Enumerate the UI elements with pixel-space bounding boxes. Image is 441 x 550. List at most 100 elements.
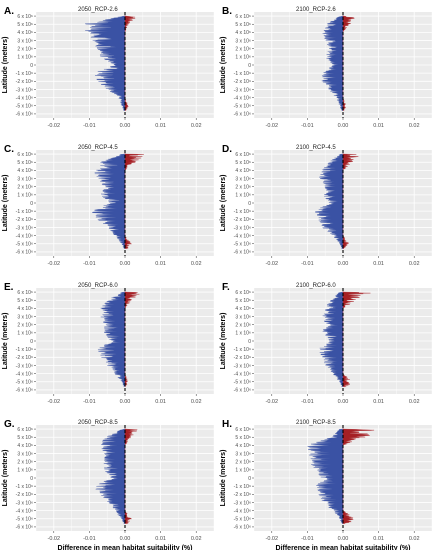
x-tick-label: 0.02 bbox=[191, 261, 202, 267]
y-tick-label: -4 x 10⁶ bbox=[234, 233, 251, 239]
y-tick-label: -2 x 10⁶ bbox=[16, 217, 33, 223]
y-tick-label: 0 bbox=[30, 476, 33, 482]
panel-letter: G. bbox=[4, 419, 15, 430]
x-tick-label: -0.01 bbox=[83, 536, 96, 542]
y-tick-label: -5 x 10⁶ bbox=[16, 380, 33, 386]
negative-difference-area bbox=[97, 291, 126, 387]
y-tick-label: -1 x 10⁶ bbox=[234, 484, 251, 490]
panel-letter: B. bbox=[222, 6, 232, 17]
y-tick-label: 1 x 10⁶ bbox=[17, 331, 33, 337]
y-tick-label: -5 x 10⁶ bbox=[234, 242, 251, 248]
y-tick-label: -5 x 10⁶ bbox=[234, 104, 251, 110]
y-tick-label: -2 x 10⁶ bbox=[234, 79, 251, 85]
x-tick-label: 0.02 bbox=[191, 123, 202, 129]
x-tick-label: 0.00 bbox=[338, 123, 349, 129]
panel-letter: H. bbox=[222, 419, 232, 430]
panel-g: 6 x 10⁶ 5 x 10⁶ 4 x 10⁶ 3 x 10⁶ 2 x 10⁶ 1 x 1… bbox=[2, 419, 215, 550]
y-tick-label: 6 x 10⁶ bbox=[17, 14, 33, 20]
y-axis-label: Latitude (meters) bbox=[220, 37, 227, 94]
y-tick-label: 0 bbox=[248, 201, 251, 207]
x-tick-label: 0.00 bbox=[120, 123, 131, 129]
y-tick-label: 0 bbox=[248, 476, 251, 482]
y-tick-label: 1 x 10⁶ bbox=[17, 55, 33, 61]
y-tick-label: 2 x 10⁶ bbox=[235, 459, 251, 465]
y-tick-label: 5 x 10⁶ bbox=[17, 22, 33, 28]
x-tick-label: -0.02 bbox=[266, 399, 279, 405]
x-tick-label: 0.01 bbox=[373, 261, 384, 267]
y-tick-label: -6 x 10⁶ bbox=[16, 525, 33, 531]
x-tick-label: 0.02 bbox=[409, 123, 420, 129]
x-tick-label: 0.01 bbox=[155, 123, 166, 129]
y-tick-label: -3 x 10⁶ bbox=[234, 500, 251, 506]
panel-b: 6 x 10⁶ 5 x 10⁶ 4 x 10⁶ 3 x 10⁶ 2 x 10⁶ 1 x 1… bbox=[220, 6, 433, 129]
x-tick-label: -0.01 bbox=[301, 123, 314, 129]
y-tick-label: 0 bbox=[30, 63, 33, 69]
negative-difference-area bbox=[91, 153, 126, 249]
y-tick-label: 1 x 10⁶ bbox=[17, 193, 33, 199]
y-tick-label: -3 x 10⁶ bbox=[234, 225, 251, 231]
y-tick-label: -4 x 10⁶ bbox=[16, 233, 33, 239]
y-tick-label: 4 x 10⁶ bbox=[235, 306, 251, 312]
y-tick-label: -1 x 10⁶ bbox=[234, 209, 251, 215]
panel-title: 2050_RCP-4.5 bbox=[78, 145, 118, 151]
negative-difference-area bbox=[84, 15, 126, 111]
y-tick-label: 4 x 10⁶ bbox=[17, 443, 33, 449]
y-tick-label: 3 x 10⁶ bbox=[235, 451, 251, 457]
x-tick-label: 0.02 bbox=[191, 399, 202, 405]
x-tick-label: -0.02 bbox=[48, 123, 61, 129]
x-tick-label: 0.02 bbox=[409, 261, 420, 267]
y-tick-label: -3 x 10⁶ bbox=[16, 500, 33, 506]
y-tick-label: 0 bbox=[30, 201, 33, 207]
y-tick-label: 5 x 10⁶ bbox=[17, 298, 33, 304]
x-tick-label: -0.02 bbox=[266, 536, 279, 542]
x-tick-label: 0.01 bbox=[155, 536, 166, 542]
x-tick-label: 0.01 bbox=[155, 261, 166, 267]
y-tick-label: -5 x 10⁶ bbox=[16, 242, 33, 248]
y-tick-label: 4 x 10⁶ bbox=[17, 168, 33, 174]
negative-difference-area bbox=[319, 291, 344, 387]
y-tick-label: -3 x 10⁶ bbox=[16, 87, 33, 93]
x-tick-label: 0.02 bbox=[191, 536, 202, 542]
y-tick-label: 3 x 10⁶ bbox=[17, 38, 33, 44]
y-tick-label: 5 x 10⁶ bbox=[235, 435, 251, 441]
x-tick-label: -0.02 bbox=[48, 536, 61, 542]
x-tick-label: 0.01 bbox=[373, 536, 384, 542]
y-tick-label: 6 x 10⁶ bbox=[17, 427, 33, 433]
y-tick-label: 1 x 10⁶ bbox=[17, 468, 33, 474]
panel-title: 2050_RCP-2.6 bbox=[78, 7, 118, 13]
y-tick-label: -1 x 10⁶ bbox=[16, 71, 33, 77]
y-tick-label: 3 x 10⁶ bbox=[235, 176, 251, 182]
y-tick-label: 6 x 10⁶ bbox=[235, 14, 251, 20]
panel-c: 6 x 10⁶ 5 x 10⁶ 4 x 10⁶ 3 x 10⁶ 2 x 10⁶ 1 x 1… bbox=[2, 144, 215, 267]
panel-letter: A. bbox=[4, 6, 14, 17]
y-tick-label: 1 x 10⁶ bbox=[235, 193, 251, 199]
y-tick-label: 3 x 10⁶ bbox=[17, 451, 33, 457]
y-axis-label: Latitude (meters) bbox=[220, 450, 227, 507]
y-axis-label: Latitude (meters) bbox=[2, 175, 9, 232]
panel-a: 6 x 10⁶ 5 x 10⁶ 4 x 10⁶ 3 x 10⁶ 2 x 10⁶ 1 x 1… bbox=[2, 6, 215, 129]
y-tick-label: -5 x 10⁶ bbox=[16, 517, 33, 523]
y-tick-label: 4 x 10⁶ bbox=[17, 306, 33, 312]
x-tick-label: 0.00 bbox=[120, 536, 131, 542]
y-tick-label: -1 x 10⁶ bbox=[16, 484, 33, 490]
x-tick-label: -0.02 bbox=[48, 261, 61, 267]
y-tick-label: -2 x 10⁶ bbox=[16, 79, 33, 85]
y-tick-label: -1 x 10⁶ bbox=[16, 209, 33, 215]
y-tick-label: 5 x 10⁶ bbox=[235, 298, 251, 304]
y-tick-label: -5 x 10⁶ bbox=[234, 517, 251, 523]
x-tick-label: 0.02 bbox=[409, 536, 420, 542]
y-tick-label: 1 x 10⁶ bbox=[235, 468, 251, 474]
y-tick-label: -1 x 10⁶ bbox=[234, 347, 251, 353]
y-tick-label: 1 x 10⁶ bbox=[235, 55, 251, 61]
x-tick-label: -0.01 bbox=[301, 536, 314, 542]
y-tick-label: 6 x 10⁶ bbox=[17, 152, 33, 158]
x-tick-label: -0.02 bbox=[266, 123, 279, 129]
negative-difference-area bbox=[314, 153, 344, 249]
y-tick-label: -6 x 10⁶ bbox=[16, 112, 33, 118]
y-tick-label: 3 x 10⁶ bbox=[17, 176, 33, 182]
y-tick-label: 0 bbox=[248, 63, 251, 69]
panel-f: 6 x 10⁶ 5 x 10⁶ 4 x 10⁶ 3 x 10⁶ 2 x 10⁶ 1 x 1… bbox=[220, 282, 433, 405]
y-axis-label: Latitude (meters) bbox=[2, 313, 9, 370]
y-tick-label: -1 x 10⁶ bbox=[234, 71, 251, 77]
